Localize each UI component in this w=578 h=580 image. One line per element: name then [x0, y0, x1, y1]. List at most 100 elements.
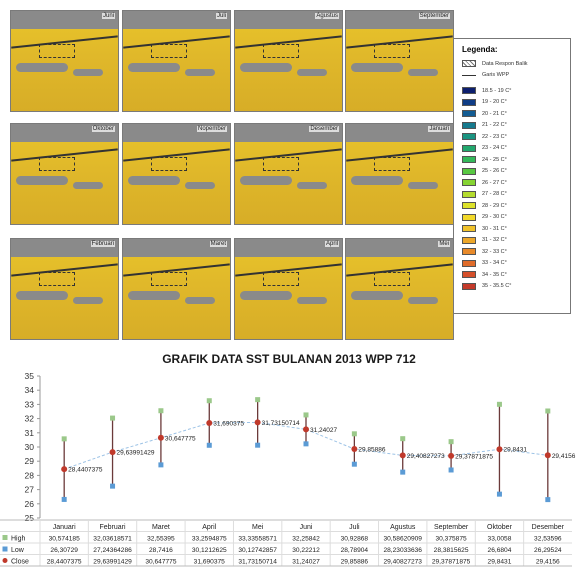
land-java [16, 63, 68, 72]
legend-scale-row: 26 - 27 C° [462, 177, 570, 189]
land-island [73, 297, 103, 304]
legend-scale-label: 24 - 25 C° [482, 156, 507, 163]
land-island [408, 182, 438, 189]
sst-map-februari: Februari [10, 238, 119, 340]
sst-map-oktober: Oktober [10, 123, 119, 225]
y-tick-label: 31 [25, 428, 35, 438]
map-month-label: Juni [101, 13, 115, 19]
map-month-label: Agustus [315, 13, 339, 19]
table-cell: 31,690375 [194, 559, 226, 566]
land-kalimantan [123, 239, 230, 257]
land-kalimantan [235, 239, 342, 257]
close-series-line [64, 421, 548, 470]
legend-scale-label: 26 - 27 C° [482, 179, 507, 186]
legend-scale-row: 27 - 28 C° [462, 189, 570, 201]
close-data-label: 29,85886 [358, 447, 385, 454]
respon-balik-area [263, 44, 299, 58]
legend-scale-label: 19 - 20 C° [482, 99, 507, 106]
land-island [408, 69, 438, 76]
high-marker [255, 397, 261, 403]
land-island [185, 182, 215, 189]
map-month-label: Februari [90, 241, 115, 247]
close-marker [448, 452, 455, 459]
close-data-label: 31,24027 [310, 427, 337, 434]
legend-scale-label: 22 - 23 C° [482, 133, 507, 140]
land-java [240, 291, 292, 300]
y-tick-label: 27 [25, 485, 35, 495]
close-marker [61, 466, 68, 473]
y-tick-label: 30 [25, 442, 35, 452]
table-cell: 26,30729 [50, 547, 78, 554]
legend-scale: 18.5 - 19 C° 19 - 20 C° 20 - 21 C° 21 - 22 … [454, 85, 570, 292]
land-java [351, 176, 403, 185]
map-month-label: Juli [215, 13, 227, 19]
category-label: Maret [152, 524, 170, 531]
sst-map-desember: Desember [234, 123, 343, 225]
respon-balik-area [151, 157, 187, 171]
land-kalimantan [346, 239, 453, 257]
close-marker [109, 449, 116, 456]
legend-scale-row: 34 - 35 C° [462, 269, 570, 281]
land-kalimantan [11, 124, 118, 142]
legend-scale-label: 28 - 29 C° [482, 202, 507, 209]
map-month-label: Nopember [196, 126, 227, 132]
legend-scale-label: 35 - 35.5 C° [482, 283, 512, 290]
close-data-label: 29,8431 [503, 447, 527, 454]
high-marker [303, 412, 309, 418]
legend-scale-row: 25 - 26 C° [462, 166, 570, 178]
category-label: Oktober [487, 524, 513, 531]
y-tick-label: 35 [25, 371, 35, 381]
map-month-label: September [418, 13, 450, 19]
legend-color-swatch [462, 98, 476, 106]
legend-scale-label: 34 - 35 C° [482, 271, 507, 278]
land-island [408, 297, 438, 304]
table-cell: 28,23033636 [383, 547, 422, 554]
category-label: September [434, 524, 469, 531]
land-java [16, 176, 68, 185]
legend-scale-row: 21 - 22 C° [462, 120, 570, 132]
category-label: Februari [100, 524, 127, 531]
legend-color-swatch [462, 282, 476, 290]
legend-color-swatch [462, 248, 476, 256]
table-cell: 29,85886 [341, 559, 369, 566]
land-kalimantan [346, 124, 453, 142]
legend-marker-high [2, 535, 8, 540]
map-month-label: Oktober [91, 126, 115, 132]
close-marker [544, 452, 551, 459]
legend-scale-label: 29 - 30 C° [482, 214, 507, 221]
legend-scale-label: 25 - 26 C° [482, 168, 507, 175]
land-kalimantan [235, 11, 342, 29]
land-island [185, 297, 215, 304]
land-island [73, 69, 103, 76]
table-cell: 29,37871875 [432, 559, 471, 566]
sst-map-nopember: Nopember [122, 123, 231, 225]
y-tick-label: 33 [25, 399, 35, 409]
y-tick-label: 29 [25, 456, 35, 466]
sst-stock-chart: 25 26 27 28 29 30 31 32 33 34 35 28,4407375 29,63991… [0, 371, 576, 567]
respon-balik-area [263, 157, 299, 171]
table-cell: 33,2594875 [192, 536, 227, 543]
legend-scale-row: 18.5 - 19 C° [462, 85, 570, 97]
high-marker [61, 436, 67, 442]
table-cell: 30,22212 [292, 547, 320, 554]
table-cell: 30,375875 [436, 536, 468, 543]
respon-balik-area [39, 272, 75, 286]
respon-balik-area [374, 272, 410, 286]
respon-balik-area [39, 157, 75, 171]
respon-balik-area [374, 44, 410, 58]
table-cell: 30,574185 [49, 536, 81, 543]
series-name: Close [11, 559, 29, 566]
table-cell: 29,4156 [536, 559, 560, 566]
map-month-label: Desember [309, 126, 339, 132]
category-label: Agustus [390, 524, 416, 531]
legend-color-swatch [462, 110, 476, 118]
low-marker [110, 483, 116, 489]
table-cell: 30,92868 [341, 536, 369, 543]
category-label: Mei [252, 524, 264, 531]
table-cell: 28,3815625 [434, 547, 469, 554]
legend-symbol-label: Garis WPP [482, 72, 510, 79]
table-cell: 26,6804 [488, 547, 512, 554]
y-tick-label: 34 [25, 385, 35, 395]
table-cell: 29,8431 [488, 559, 512, 566]
low-marker [496, 491, 502, 497]
